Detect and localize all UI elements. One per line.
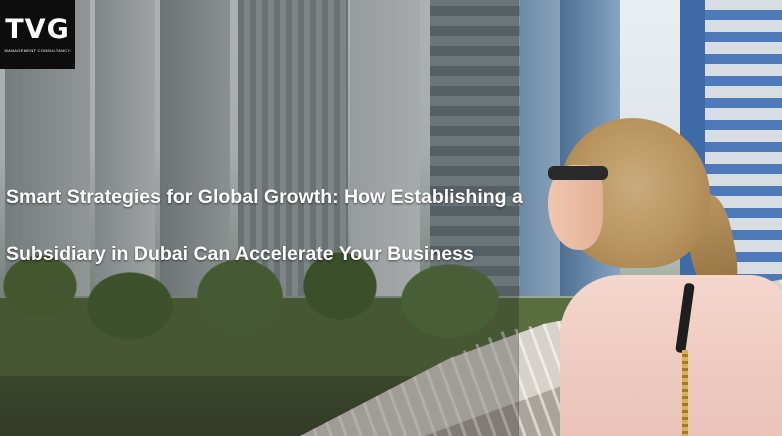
sunglasses <box>548 166 608 180</box>
headline-line-1: Smart Strategies for Global Growth: How … <box>6 186 523 208</box>
dark-overlay <box>0 0 518 436</box>
woman-shirt <box>560 275 782 436</box>
page-title: Smart Strategies for Global Growth: How … <box>6 169 746 283</box>
bag-chain <box>682 350 688 436</box>
overlay-edge <box>518 0 519 436</box>
logo-mark: TVG <box>5 14 70 45</box>
brand-logo[interactable]: TVG Management Consultancy <box>0 0 75 69</box>
headline-line-2: Subsidiary in Dubai Can Accelerate Your … <box>6 243 474 265</box>
logo-subtitle: Management Consultancy <box>4 48 71 53</box>
